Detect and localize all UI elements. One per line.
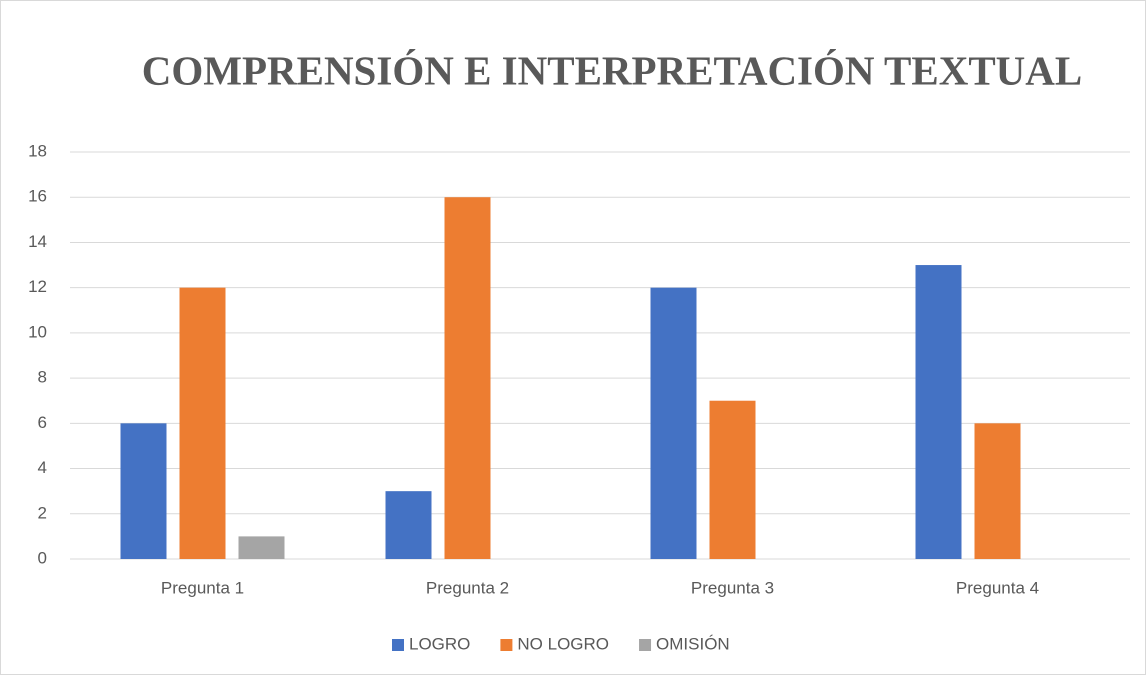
bar [915,265,962,559]
legend-label: LOGRO [409,634,470,653]
x-tick-label: Pregunta 4 [956,578,1039,597]
y-tick-label: 8 [38,368,47,387]
legend-swatch [639,639,652,651]
y-tick-label: 0 [38,548,47,567]
legend-swatch [500,639,513,651]
chart-title: COMPRENSIÓN E INTERPRETACIÓN TEXTUAL [142,47,1082,93]
y-tick-label: 18 [28,141,47,160]
bar [238,536,285,559]
bar [650,287,697,559]
bar [444,197,491,559]
bar [974,423,1021,559]
y-tick-label: 4 [38,458,47,477]
legend-label: OMISIÓN [656,634,730,653]
y-tick-label: 16 [28,187,47,206]
bar [120,423,167,559]
y-tick-label: 12 [28,277,47,296]
x-tick-label: Pregunta 3 [691,578,774,597]
legend-swatch [392,639,404,651]
bar [709,400,756,559]
y-tick-label: 14 [28,232,47,251]
legend-label: NO LOGRO [517,634,609,653]
bar [385,491,432,559]
x-tick-label: Pregunta 1 [161,578,244,597]
y-tick-label: 10 [28,322,47,341]
bar [179,287,226,559]
y-tick-label: 6 [38,413,47,432]
y-tick-label: 2 [38,503,47,522]
x-tick-label: Pregunta 2 [426,578,509,597]
